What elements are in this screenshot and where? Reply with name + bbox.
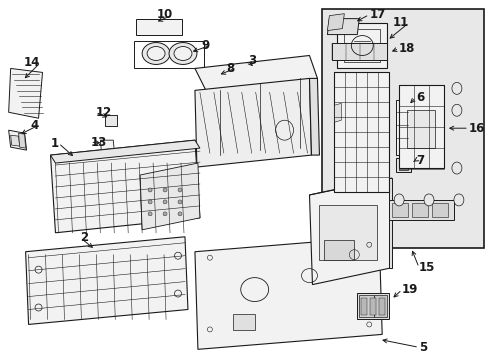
Polygon shape [11, 135, 20, 146]
Polygon shape [398, 160, 407, 170]
Polygon shape [25, 237, 187, 324]
Polygon shape [334, 72, 388, 192]
Polygon shape [357, 293, 388, 319]
Text: 3: 3 [247, 54, 255, 67]
Bar [136, 19, 182, 35]
Polygon shape [105, 115, 117, 126]
Ellipse shape [423, 194, 433, 206]
Text: 2: 2 [80, 231, 88, 244]
Ellipse shape [142, 42, 170, 64]
Polygon shape [359, 294, 373, 318]
Polygon shape [337, 23, 386, 68]
Text: 14: 14 [24, 56, 41, 69]
Text: 4: 4 [30, 119, 39, 132]
Ellipse shape [148, 188, 152, 192]
Bar [395, 100, 407, 155]
Polygon shape [9, 130, 26, 150]
Polygon shape [140, 163, 200, 230]
Bar [214, 73, 224, 81]
Bar [369, 297, 375, 315]
Polygon shape [50, 140, 200, 163]
Bar [324, 240, 354, 260]
Ellipse shape [174, 46, 192, 60]
Polygon shape [388, 178, 391, 267]
Bar [407, 110, 434, 148]
Ellipse shape [451, 104, 461, 116]
Polygon shape [398, 85, 443, 168]
Ellipse shape [451, 82, 461, 94]
Ellipse shape [148, 212, 152, 216]
Polygon shape [195, 237, 382, 349]
Bar [378, 297, 385, 315]
Bar [361, 297, 366, 315]
Text: 1: 1 [50, 137, 59, 150]
Polygon shape [327, 19, 359, 35]
Bar [431, 203, 447, 217]
Bar [319, 205, 376, 260]
Ellipse shape [147, 46, 165, 60]
Text: 15: 15 [418, 261, 434, 274]
Text: 9: 9 [201, 39, 209, 52]
Polygon shape [388, 200, 453, 220]
Text: 11: 11 [392, 16, 408, 29]
Polygon shape [19, 133, 25, 148]
Polygon shape [395, 158, 410, 172]
Text: 5: 5 [418, 341, 427, 354]
Ellipse shape [178, 188, 182, 192]
Polygon shape [309, 178, 391, 195]
Bar [332, 42, 386, 60]
Ellipse shape [163, 200, 167, 204]
Polygon shape [105, 115, 117, 126]
Text: 13: 13 [90, 136, 106, 149]
Polygon shape [195, 55, 317, 90]
Polygon shape [50, 140, 200, 233]
Ellipse shape [148, 200, 152, 204]
Ellipse shape [169, 42, 197, 64]
Bar [232, 315, 254, 330]
Ellipse shape [163, 188, 167, 192]
Text: 16: 16 [468, 122, 484, 135]
Ellipse shape [178, 212, 182, 216]
Polygon shape [309, 178, 391, 285]
Ellipse shape [163, 212, 167, 216]
Ellipse shape [178, 200, 182, 204]
Text: 6: 6 [415, 91, 424, 104]
Polygon shape [373, 294, 386, 318]
Bar [322, 9, 483, 248]
Text: 18: 18 [398, 42, 415, 55]
Polygon shape [100, 140, 114, 150]
Text: 10: 10 [157, 8, 173, 21]
Text: 8: 8 [226, 62, 234, 75]
Polygon shape [195, 78, 311, 167]
Text: 7: 7 [415, 154, 423, 167]
Bar [391, 203, 407, 217]
Text: 12: 12 [95, 106, 111, 119]
Text: 17: 17 [368, 8, 385, 21]
Bar [411, 203, 427, 217]
Ellipse shape [393, 194, 403, 206]
Polygon shape [210, 71, 227, 84]
Polygon shape [309, 78, 319, 155]
Polygon shape [334, 103, 341, 122]
Text: 19: 19 [401, 283, 418, 296]
Polygon shape [9, 68, 42, 118]
Ellipse shape [453, 194, 463, 206]
Polygon shape [327, 14, 344, 31]
Ellipse shape [451, 162, 461, 174]
